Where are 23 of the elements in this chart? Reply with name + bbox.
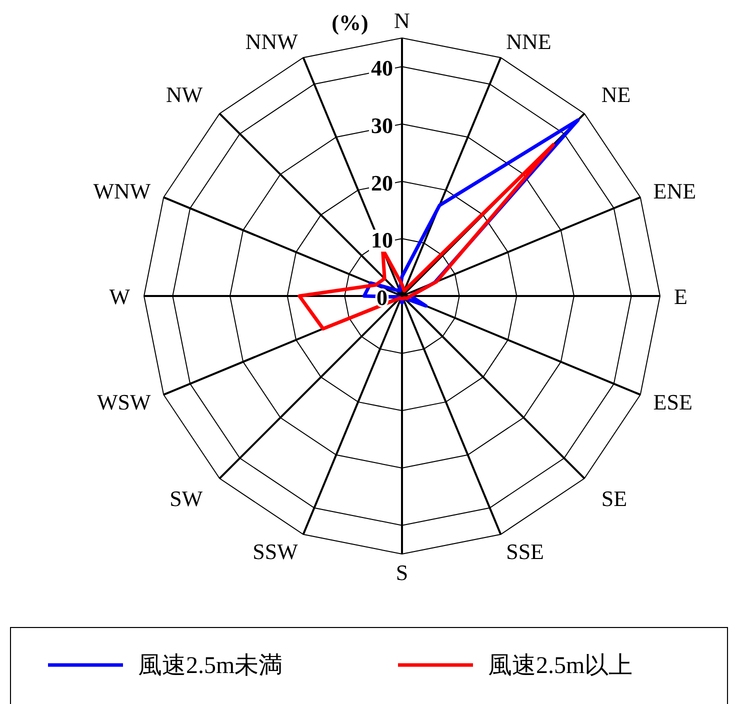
spoke-label: NNW — [245, 29, 298, 54]
spoke-label: W — [109, 284, 130, 309]
spoke-label: SW — [170, 486, 203, 512]
y-tick-label: 30 — [371, 113, 393, 138]
y-tick-label: 40 — [371, 56, 393, 81]
spoke-label: E — [674, 284, 688, 309]
y-tick-label: 10 — [371, 228, 393, 253]
text: (%) — [332, 10, 368, 35]
spoke-label: ESE — [653, 390, 692, 415]
spoke-label: NNE — [506, 29, 552, 54]
spoke-label: NE — [601, 82, 631, 107]
spoke-label: NW — [166, 82, 203, 107]
legend-label: 風速2.5m未満 — [138, 653, 283, 679]
y-tick-label: 20 — [371, 170, 393, 196]
spoke-label: WSW — [96, 390, 151, 415]
spoke-label: WNW — [93, 178, 151, 204]
legend-label: 風速2.5m以上 — [488, 653, 633, 679]
spoke-label: S — [396, 560, 408, 585]
spoke-label: ENE — [653, 178, 696, 204]
spoke-label: N — [394, 8, 410, 33]
spoke-label: SSW — [252, 538, 298, 564]
spoke-label: SSE — [506, 538, 544, 564]
spoke-label: SE — [601, 486, 628, 512]
